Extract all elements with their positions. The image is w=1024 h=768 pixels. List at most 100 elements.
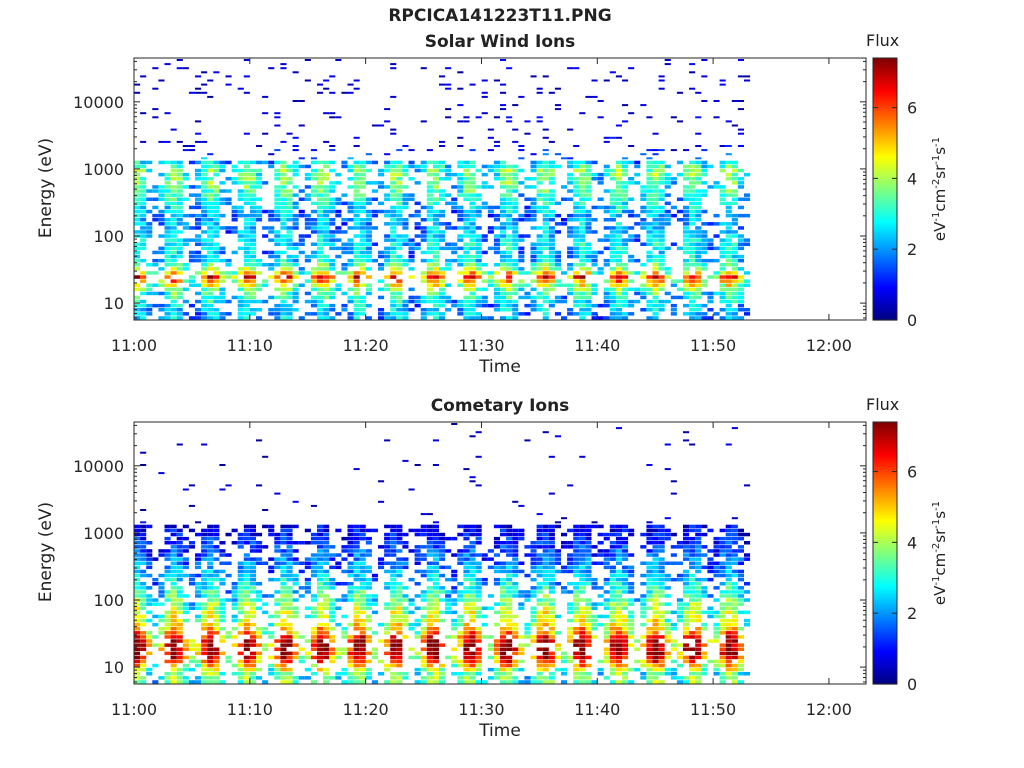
spectrogram-cell bbox=[506, 275, 513, 279]
spectrogram-cell bbox=[670, 312, 677, 316]
spectrogram-cell bbox=[384, 439, 391, 442]
spectrogram-cell bbox=[298, 655, 305, 660]
spectrogram-cell bbox=[329, 112, 336, 115]
spectrogram-cell bbox=[585, 606, 592, 610]
spectrogram-cell bbox=[274, 258, 281, 263]
spectrogram-cell bbox=[463, 308, 470, 312]
spectrogram-cell bbox=[213, 275, 220, 279]
spectrogram-cell bbox=[237, 561, 244, 565]
spectrogram-cell bbox=[432, 569, 439, 574]
spectrogram-cell bbox=[469, 541, 476, 545]
spectrogram-cell bbox=[323, 308, 330, 312]
spectrogram-cell bbox=[573, 177, 580, 181]
spectrogram-cell bbox=[390, 635, 397, 639]
spectrogram-cell bbox=[542, 598, 549, 602]
spectrogram-cell bbox=[243, 680, 250, 684]
spectrogram-cell bbox=[493, 308, 500, 312]
spectrogram-cell bbox=[347, 295, 354, 300]
spectrogram-cell bbox=[384, 120, 391, 123]
spectrogram-cell bbox=[634, 234, 641, 238]
spectrogram-cell bbox=[390, 663, 397, 668]
spectrogram-cell bbox=[481, 79, 488, 82]
spectrogram-cell bbox=[536, 308, 543, 312]
spectrogram-cell bbox=[402, 218, 409, 222]
spectrogram-cell bbox=[140, 582, 147, 586]
spectrogram-cell bbox=[396, 532, 403, 537]
spectrogram-cell bbox=[536, 267, 543, 271]
spectrogram-cell bbox=[323, 541, 330, 545]
spectrogram-cell bbox=[561, 672, 568, 676]
spectrogram-cell bbox=[188, 541, 195, 545]
spectrogram-cell bbox=[646, 157, 653, 160]
spectrogram-cell bbox=[585, 197, 592, 201]
spectrogram-cell bbox=[408, 577, 415, 582]
spectrogram-cell bbox=[365, 213, 372, 218]
spectrogram-cell bbox=[225, 226, 232, 230]
spectrogram-cell bbox=[170, 582, 177, 586]
spectrogram-cell bbox=[469, 283, 476, 287]
spectrogram-cell bbox=[390, 128, 397, 131]
spectrogram-cell bbox=[536, 557, 543, 561]
spectrogram-cell bbox=[615, 250, 622, 255]
spectrogram-cell bbox=[640, 205, 647, 210]
spectrogram-cell bbox=[469, 602, 476, 606]
spectrogram-cell bbox=[243, 610, 250, 615]
colorbar-step bbox=[873, 62, 897, 66]
spectrogram-cell bbox=[146, 561, 153, 565]
spectrogram-cell bbox=[317, 160, 324, 165]
spectrogram-cell bbox=[554, 521, 561, 524]
spectrogram-cell bbox=[585, 635, 592, 639]
spectrogram-cell bbox=[286, 177, 293, 181]
spectrogram-cell bbox=[170, 557, 177, 561]
spectrogram-cell bbox=[658, 263, 665, 267]
spectrogram-cell bbox=[573, 238, 580, 242]
spectrogram-cell bbox=[481, 205, 488, 210]
spectrogram-cell bbox=[384, 283, 391, 287]
spectrogram-cell bbox=[524, 205, 531, 210]
spectrogram-cell bbox=[506, 549, 513, 553]
colorbar-step bbox=[873, 291, 897, 295]
spectrogram-cell bbox=[201, 193, 208, 197]
spectrogram-cell bbox=[286, 532, 293, 537]
spectrogram-cell bbox=[414, 553, 421, 557]
spectrogram-cell bbox=[426, 594, 433, 598]
spectrogram-cell bbox=[737, 100, 744, 102]
spectrogram-cell bbox=[683, 246, 690, 251]
spectrogram-cell bbox=[317, 602, 324, 606]
spectrogram-cell bbox=[622, 238, 629, 242]
spectrogram-cell bbox=[579, 246, 586, 251]
spectrogram-cell bbox=[323, 201, 330, 206]
spectrogram-cell bbox=[609, 218, 616, 222]
spectrogram-cell bbox=[329, 647, 336, 651]
spectrogram-cell bbox=[585, 582, 592, 586]
spectrogram-cell bbox=[402, 201, 409, 206]
spectrogram-cell bbox=[457, 303, 464, 308]
spectrogram-cell bbox=[176, 213, 183, 218]
spectrogram-cell bbox=[414, 226, 421, 230]
spectrogram-cell bbox=[213, 189, 220, 193]
spectrogram-cell bbox=[420, 205, 427, 210]
spectrogram-cell bbox=[280, 185, 287, 189]
spectrogram-cell bbox=[536, 680, 543, 684]
spectrogram-cell bbox=[530, 185, 537, 189]
spectrogram-cell bbox=[323, 242, 330, 246]
spectrogram-cell bbox=[573, 287, 580, 292]
spectrogram-cell bbox=[152, 291, 159, 296]
spectrogram-cell bbox=[256, 181, 263, 185]
spectrogram-cell bbox=[158, 197, 165, 201]
spectrogram-cell bbox=[731, 299, 738, 304]
spectrogram-cell bbox=[475, 577, 482, 582]
spectrogram-cell bbox=[134, 647, 141, 651]
spectrogram-cell bbox=[457, 209, 464, 214]
spectrogram-cell bbox=[475, 484, 482, 487]
spectrogram-cell bbox=[426, 631, 433, 635]
spectrogram-cell bbox=[323, 577, 330, 582]
spectrogram-cell bbox=[585, 577, 592, 582]
spectrogram-cell bbox=[371, 631, 378, 635]
spectrogram-cell bbox=[164, 557, 171, 561]
spectrogram-cell bbox=[207, 181, 214, 185]
spectrogram-cell bbox=[426, 606, 433, 610]
spectrogram-cell bbox=[512, 545, 519, 549]
spectrogram-cell bbox=[365, 222, 372, 226]
spectrogram-cell bbox=[548, 91, 555, 94]
